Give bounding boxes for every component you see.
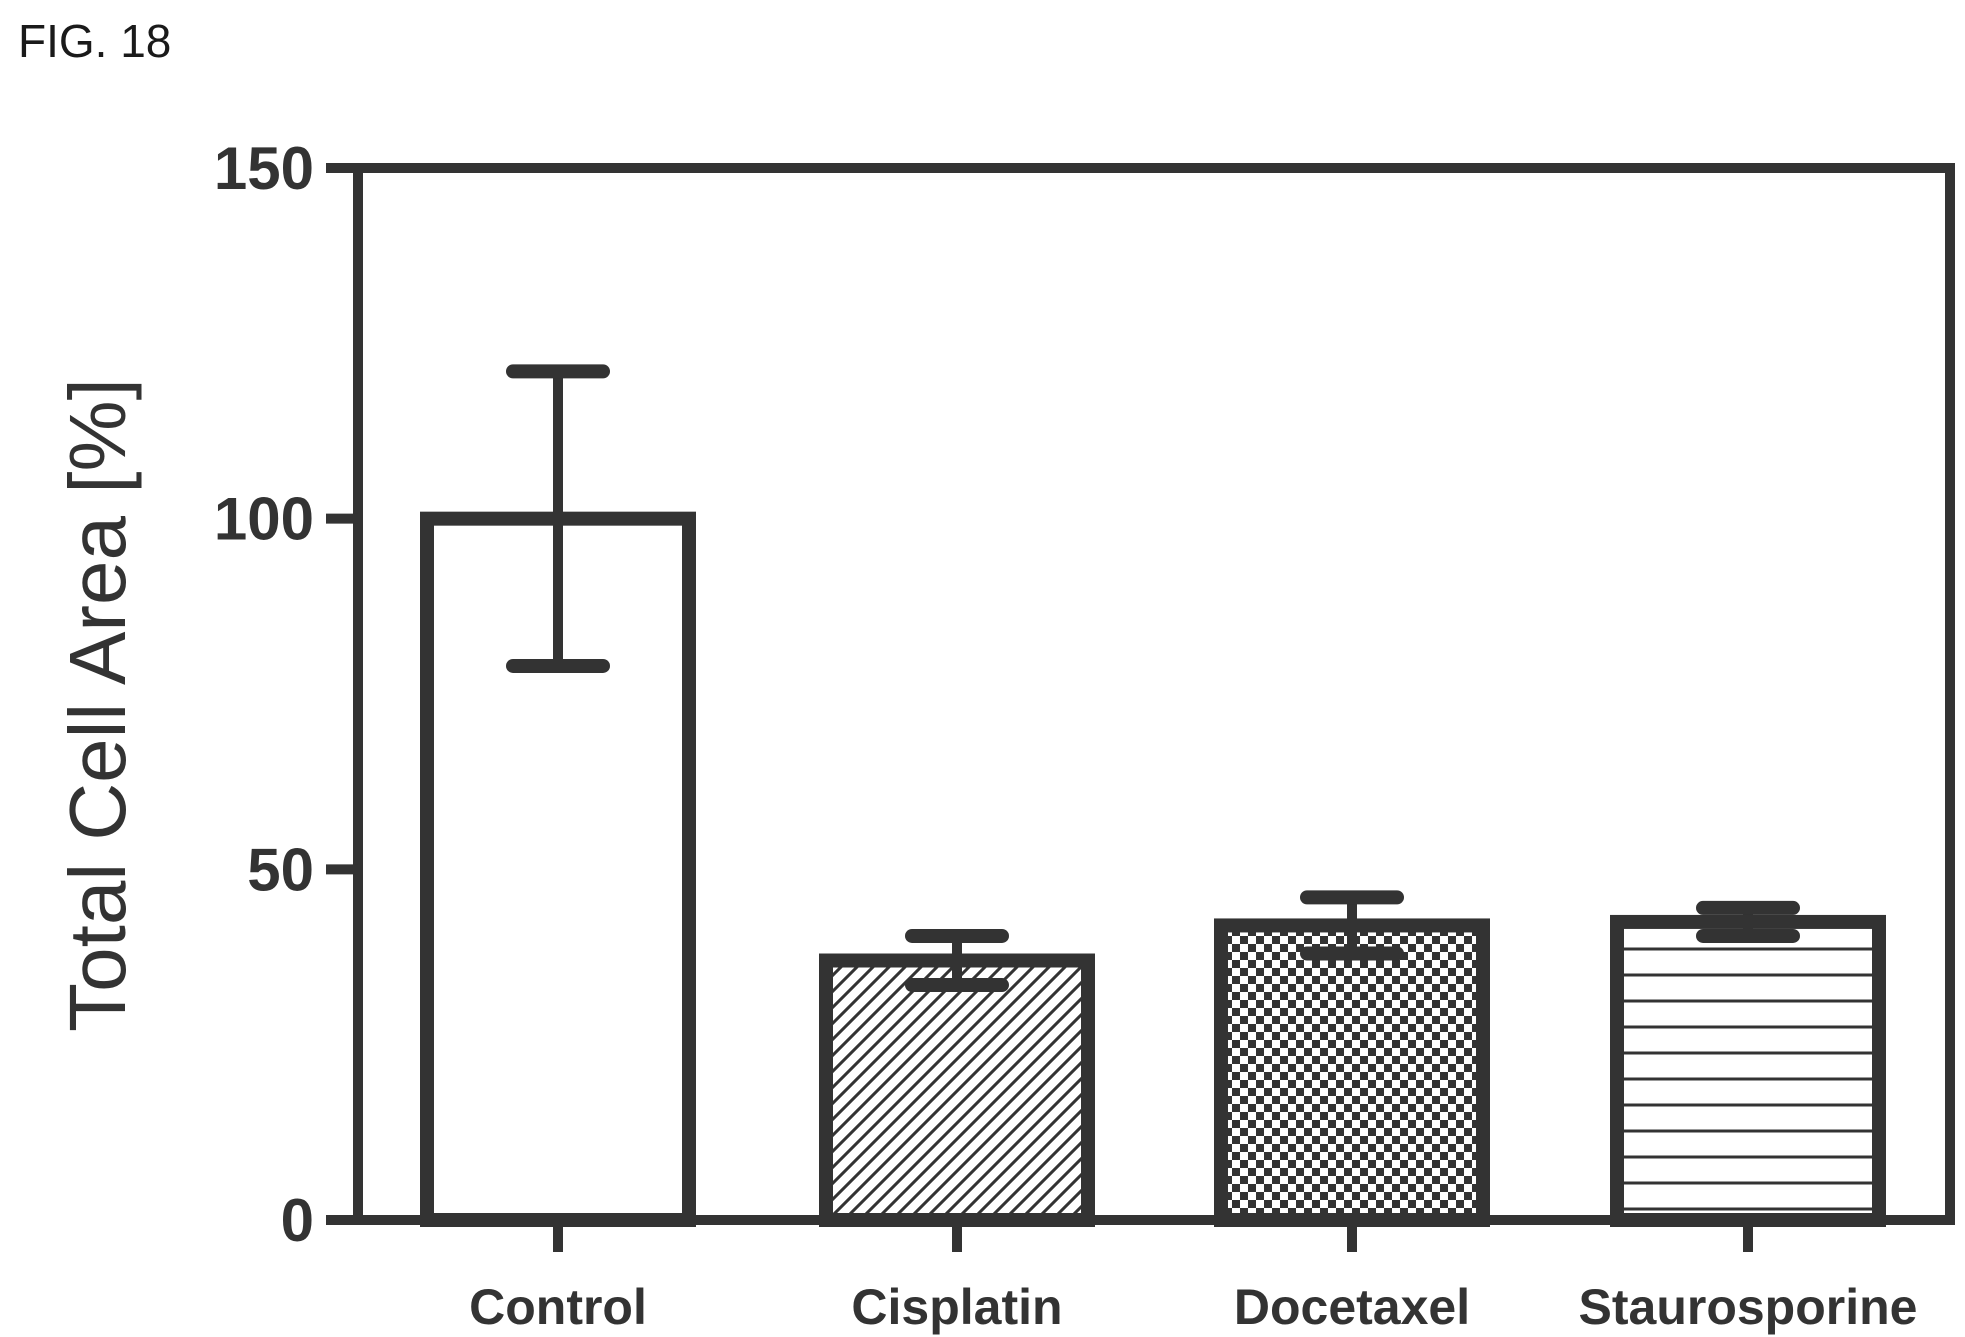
figure-label: FIG. 18 <box>18 15 172 67</box>
bar-staurosporine <box>1610 914 1886 1228</box>
plot-border <box>353 163 1955 1225</box>
plot-frame <box>353 163 1955 1225</box>
bars-group <box>420 511 1886 1228</box>
x-tick-label-staurosporine: Staurosporine <box>1579 1279 1918 1335</box>
y-tick-label-0: 0 <box>281 1187 314 1254</box>
error-bars-group <box>506 364 1800 993</box>
bar-cisplatin <box>819 953 1095 1227</box>
y-tick-label-100: 100 <box>214 486 314 553</box>
y-axis: 0 50 100 150 <box>214 135 358 1254</box>
x-tick-label-control: Control <box>469 1279 647 1335</box>
y-tick-label-150: 150 <box>214 135 314 202</box>
bar-docetaxel <box>1214 918 1490 1227</box>
y-axis-label: Total Cell Area [%] <box>53 378 142 1032</box>
y-tick-label-50: 50 <box>247 836 314 903</box>
x-axis: Control Cisplatin Docetaxel Staurosporine <box>469 1220 1917 1335</box>
x-tick-label-docetaxel: Docetaxel <box>1234 1279 1470 1335</box>
x-tick-label-cisplatin: Cisplatin <box>851 1279 1062 1335</box>
